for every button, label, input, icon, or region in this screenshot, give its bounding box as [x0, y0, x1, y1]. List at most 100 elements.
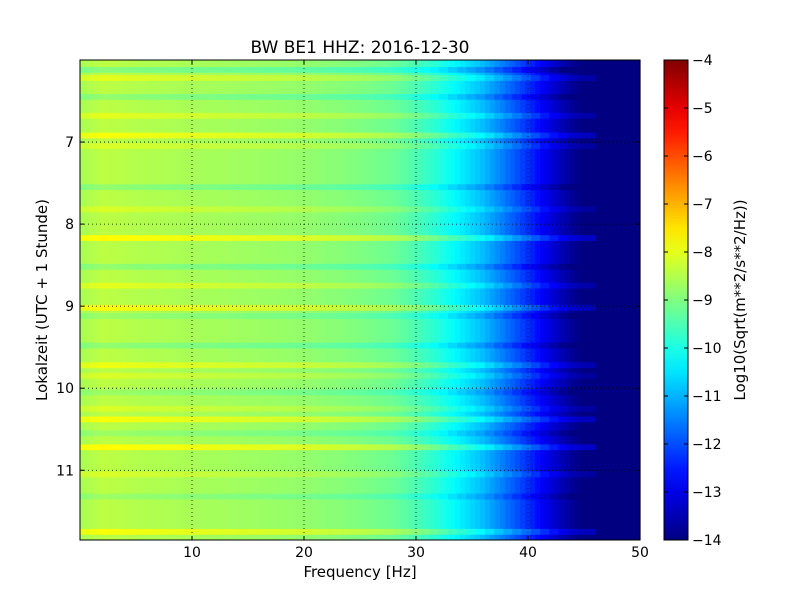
- heatmap-band-cell: [310, 342, 320, 349]
- heatmap-band-cell: [346, 528, 357, 535]
- heatmap-band-cell: [199, 282, 210, 289]
- heatmap-band-cell: [98, 362, 109, 369]
- heatmap-band-cell: [89, 342, 99, 349]
- heatmap-band-cell: [135, 528, 145, 535]
- heatmap-band-cell: [484, 132, 495, 139]
- heatmap-band-cell: [310, 132, 320, 139]
- heatmap-band-cell: [80, 373, 90, 379]
- heatmap-band-cell: [282, 282, 293, 289]
- heatmap-band-cell: [448, 132, 458, 139]
- heatmap-band-cell: [411, 430, 421, 437]
- heatmap-band-cell: [190, 184, 201, 191]
- heatmap-band-cell: [567, 528, 578, 535]
- heatmap-band-cell: [549, 94, 559, 100]
- heatmap-band-cell: [365, 66, 375, 73]
- heatmap-band-cell: [549, 75, 559, 81]
- heatmap-band-cell: [567, 304, 578, 311]
- heatmap-band-cell: [227, 184, 237, 191]
- heatmap-cell: [165, 60, 171, 540]
- heatmap-band-cell: [162, 444, 173, 451]
- heatmap-band-cell: [586, 94, 596, 100]
- heatmap-band-cell: [521, 444, 532, 451]
- heatmap-band-cell: [365, 416, 375, 423]
- heatmap-band-cell: [319, 304, 329, 311]
- heatmap-band-cell: [503, 362, 513, 369]
- heatmap-band-cell: [199, 112, 210, 119]
- heatmap-band-cell: [567, 263, 578, 270]
- heatmap-band-cell: [346, 75, 357, 81]
- heatmap-band-cell: [586, 362, 596, 369]
- heatmap-cell: [420, 60, 426, 540]
- heatmap-band-cell: [420, 444, 431, 451]
- heatmap-band-cell: [273, 528, 283, 535]
- heatmap-band-cell: [153, 389, 164, 396]
- heatmap-band-cell: [144, 66, 155, 73]
- heatmap-band-cell: [374, 282, 385, 289]
- heatmap-band-cell: [540, 405, 550, 412]
- heatmap-band-cell: [291, 112, 302, 119]
- heatmap-band-cell: [365, 528, 375, 535]
- heatmap-band-cell: [383, 235, 394, 241]
- heatmap-band-cell: [420, 66, 431, 73]
- heatmap-band-cell: [411, 416, 421, 423]
- heatmap-band-cell: [181, 493, 191, 500]
- heatmap-band-cell: [199, 66, 210, 73]
- heatmap-band-cell: [540, 66, 550, 73]
- heatmap-band-cell: [374, 471, 385, 478]
- heatmap-band-cell: [448, 263, 458, 270]
- heatmap-band-cell: [494, 132, 504, 139]
- heatmap-band-cell: [365, 75, 375, 81]
- heatmap-band-cell: [135, 430, 145, 437]
- heatmap-band-cell: [420, 405, 431, 412]
- heatmap-band-cell: [457, 493, 467, 500]
- heatmap-band-cell: [494, 362, 504, 369]
- heatmap-band-cell: [300, 430, 311, 437]
- heatmap-cell: [630, 60, 636, 540]
- colorbar-tick-label: −9: [692, 293, 713, 309]
- heatmap-band-cell: [466, 389, 477, 396]
- heatmap-band-cell: [126, 206, 136, 213]
- heatmap-band-cell: [135, 373, 145, 379]
- heatmap-band-cell: [89, 493, 99, 500]
- heatmap-band-cell: [466, 143, 477, 150]
- heatmap-band-cell: [420, 282, 431, 289]
- heatmap-band-cell: [310, 263, 320, 270]
- heatmap-band-cell: [484, 184, 495, 191]
- heatmap-band-cell: [135, 313, 145, 319]
- heatmap-band-cell: [466, 304, 477, 311]
- heatmap-band-cell: [328, 430, 339, 437]
- heatmap-band-cell: [144, 430, 155, 437]
- heatmap-band-cell: [392, 304, 403, 311]
- heatmap-band-cell: [98, 132, 109, 139]
- heatmap-band-cell: [576, 143, 587, 150]
- heatmap-band-cell: [475, 342, 486, 349]
- heatmap-band-cell: [273, 263, 283, 270]
- heatmap-band-cell: [273, 282, 283, 289]
- heatmap-band-cell: [319, 362, 329, 369]
- heatmap-band-cell: [264, 373, 274, 379]
- heatmap-band-cell: [586, 430, 596, 437]
- heatmap-band-cell: [208, 75, 219, 81]
- heatmap-band-cell: [273, 416, 283, 423]
- heatmap-band-cell: [273, 362, 283, 369]
- heatmap-band-cell: [540, 282, 550, 289]
- heatmap-band-cell: [411, 132, 421, 139]
- heatmap-cell: [535, 60, 541, 540]
- heatmap-band-cell: [549, 389, 559, 396]
- colorbar-tick-label: −11: [692, 389, 722, 405]
- heatmap-cell: [200, 60, 206, 540]
- heatmap-band-cell: [245, 263, 256, 270]
- heatmap-band-cell: [227, 304, 237, 311]
- heatmap-band-cell: [475, 313, 486, 319]
- heatmap-cell: [300, 60, 306, 540]
- heatmap-cell: [465, 60, 471, 540]
- heatmap-band-cell: [80, 444, 90, 451]
- heatmap-band-cell: [236, 132, 247, 139]
- heatmap-band-cell: [162, 132, 173, 139]
- heatmap-band-cell: [402, 132, 412, 139]
- heatmap-band-cell: [107, 342, 118, 349]
- x-tick-label: 20: [295, 545, 313, 561]
- heatmap-cell: [515, 60, 521, 540]
- heatmap-band-cell: [245, 206, 256, 213]
